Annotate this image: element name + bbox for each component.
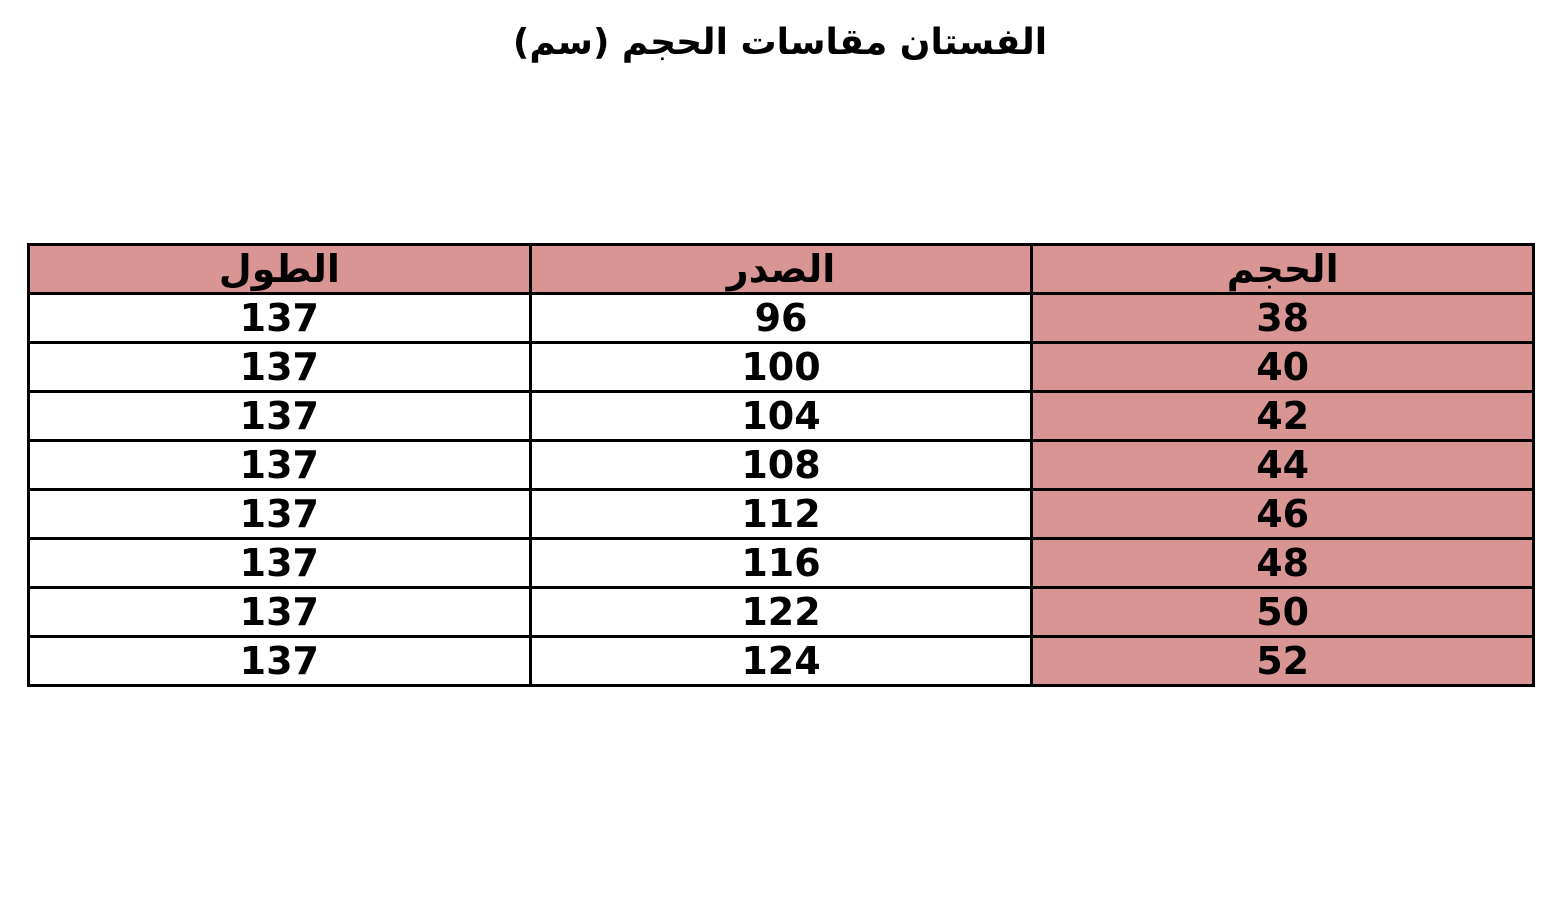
table-row: 50 122 137 [27,586,1535,638]
size-chart-table: الحجم الصدر الطول 38 96 137 40 100 137 42 104 13… [27,243,1535,687]
cell-size: 38 [1030,292,1535,344]
cell-bust: 100 [528,341,1034,393]
cell-bust: 108 [528,439,1034,491]
table-row: 40 100 137 [27,341,1535,393]
cell-size: 40 [1030,341,1535,393]
cell-bust: 122 [528,586,1034,638]
cell-length: 137 [27,537,532,589]
header-bust: الصدر [528,243,1034,295]
cell-length: 137 [27,341,532,393]
cell-size: 46 [1030,488,1535,540]
cell-size: 42 [1030,390,1535,442]
table-row: 52 124 137 [27,635,1535,687]
table-row: 38 96 137 [27,292,1535,344]
cell-size: 44 [1030,439,1535,491]
cell-size: 50 [1030,586,1535,638]
cell-length: 137 [27,390,532,442]
table-row: 46 112 137 [27,488,1535,540]
cell-length: 137 [27,635,532,687]
cell-length: 137 [27,439,532,491]
table-row: 42 104 137 [27,390,1535,442]
cell-bust: 124 [528,635,1034,687]
cell-size: 48 [1030,537,1535,589]
table-row: 48 116 137 [27,537,1535,589]
header-size: الحجم [1030,243,1535,295]
cell-bust: 112 [528,488,1034,540]
table-header-row: الحجم الصدر الطول [27,243,1535,295]
cell-length: 137 [27,292,532,344]
cell-bust: 96 [528,292,1034,344]
page-title: الفستان مقاسات الحجم (سم) [512,22,1048,63]
table-row: 44 108 137 [27,439,1535,491]
cell-length: 137 [27,488,532,540]
header-length: الطول [27,243,532,295]
cell-size: 52 [1030,635,1535,687]
cell-bust: 104 [528,390,1034,442]
cell-length: 137 [27,586,532,638]
cell-bust: 116 [528,537,1034,589]
